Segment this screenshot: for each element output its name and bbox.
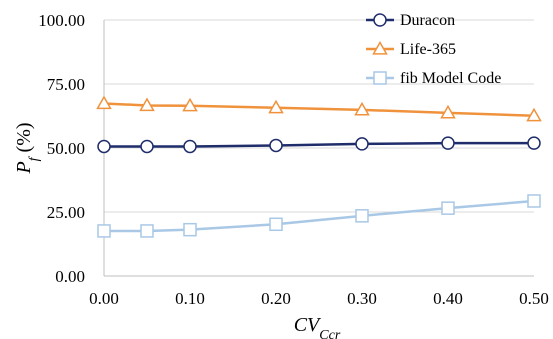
x-tick-label: 0.30 xyxy=(347,289,377,308)
data-point xyxy=(97,224,111,238)
x-tick-label: 0.00 xyxy=(89,289,119,308)
x-axis-title-main: CV xyxy=(294,314,322,336)
data-point xyxy=(527,194,541,208)
series-line xyxy=(104,199,535,233)
legend-entry: Duracon xyxy=(366,12,455,29)
data-point xyxy=(96,95,112,110)
series-line xyxy=(104,141,534,148)
tick-labels: 0.00 25.00 50.00 75.00 100.00 0.00 0.10 0.20 0.3… xyxy=(38,11,549,308)
data-point xyxy=(269,217,283,232)
data-point xyxy=(269,138,283,153)
x-tick-label: 0.10 xyxy=(175,289,205,308)
data-point xyxy=(441,201,455,215)
legend-label: Duracon xyxy=(400,12,455,29)
data-point xyxy=(140,224,154,238)
x-axis-title: CVCcr xyxy=(294,314,341,339)
gridlines xyxy=(104,19,534,213)
y-tick-label: 50.00 xyxy=(47,139,85,158)
series-lines xyxy=(96,95,542,238)
x-tick-label: 0.20 xyxy=(261,289,291,308)
data-point xyxy=(354,101,370,116)
series-duracon xyxy=(97,136,541,154)
y-tick-label: 100.00 xyxy=(38,11,85,30)
y-axis-title-unit: (%) xyxy=(13,122,35,157)
y-tick-label: 0.00 xyxy=(55,267,85,286)
data-point xyxy=(140,139,154,154)
series-fib-model-code xyxy=(97,194,541,238)
legend: Duracon Life-365 fib Model Code xyxy=(366,12,501,87)
data-point xyxy=(527,136,541,150)
y-tick-label: 75.00 xyxy=(47,75,85,94)
data-point xyxy=(183,222,197,237)
x-tick-label: 0.50 xyxy=(519,289,549,308)
legend-label: fib Model Code xyxy=(400,70,501,87)
data-point xyxy=(441,136,455,150)
y-axis-title-sub: f xyxy=(27,155,42,161)
data-point xyxy=(97,139,111,154)
series-line xyxy=(103,102,535,117)
x-tick-label: 0.40 xyxy=(433,289,463,308)
data-point xyxy=(526,107,542,122)
legend-marker xyxy=(372,40,388,55)
data-point xyxy=(355,209,369,223)
data-point xyxy=(440,104,456,119)
y-axis-title: Pf (%) xyxy=(13,122,42,174)
legend-marker xyxy=(373,13,387,27)
y-axis-title-main: P xyxy=(13,161,35,174)
data-point xyxy=(268,99,284,114)
series-life-365 xyxy=(96,95,542,122)
x-axis-title-sub: Ccr xyxy=(319,328,341,339)
data-point xyxy=(139,97,155,112)
data-point xyxy=(182,97,198,112)
legend-entry: Life-365 xyxy=(366,40,456,58)
legend-label: Life-365 xyxy=(400,41,456,58)
data-point xyxy=(355,137,369,151)
data-point xyxy=(183,139,197,154)
legend-entry: fib Model Code xyxy=(366,70,501,87)
y-tick-label: 25.00 xyxy=(47,203,85,222)
legend-marker xyxy=(373,71,387,85)
